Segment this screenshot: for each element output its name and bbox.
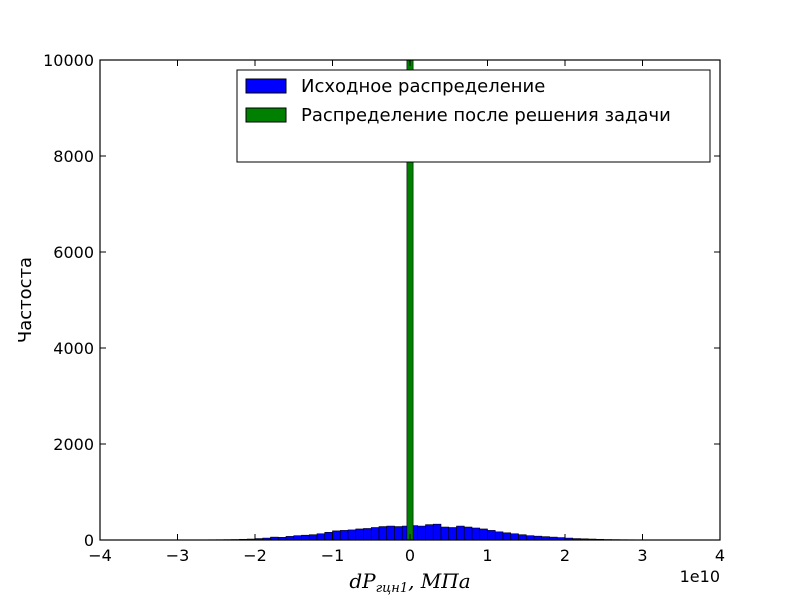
- legend-swatch-solved: [245, 107, 287, 123]
- series-0-bar-21: [370, 527, 380, 541]
- x-tick-label-2: −2: [243, 546, 267, 565]
- x-tick-label-7: 3: [637, 546, 647, 565]
- series-0-bar-35: [479, 528, 488, 541]
- series-0-bar-34: [471, 527, 481, 541]
- series-0-bar-41: [525, 535, 535, 541]
- ticks-layer: −4 −3 −2 −1 0 1 2 3 4 0 2000 4000 6000 8000 10000: [43, 51, 725, 565]
- series-0-bar-13: [308, 534, 318, 541]
- series-0-bar-30: [440, 526, 450, 541]
- legend-swatch-original: [245, 78, 287, 94]
- series-0-bar-37: [494, 531, 504, 541]
- y-tick-label-0: 0: [84, 531, 94, 550]
- series-0-bar-24: [394, 526, 403, 541]
- series-0-bar-17: [339, 530, 349, 541]
- series-0-bar-31: [448, 527, 457, 541]
- x-tick-label-0: −4: [88, 546, 112, 565]
- x-tick-label-6: 2: [560, 546, 570, 565]
- series-0-bar-33: [463, 526, 473, 541]
- series-0-bar-39: [510, 533, 519, 541]
- series-0-bar-22: [378, 526, 388, 541]
- legend: Исходное распределение Распределение пос…: [236, 69, 711, 163]
- series-0-bar-32: [456, 525, 465, 541]
- x-tick-label-8: 4: [715, 546, 725, 565]
- series-0-bar-29: [432, 523, 442, 541]
- series-0-bar-38: [502, 532, 512, 541]
- series-0-bar-14: [316, 533, 326, 541]
- y-tick-label-5: 10000: [43, 51, 94, 70]
- series-0-bar-11: [293, 535, 302, 541]
- y-tick-label-3: 6000: [53, 243, 94, 262]
- x-tick-label-3: −1: [321, 546, 345, 565]
- series-0-bar-23: [386, 525, 395, 541]
- series-0-bar-40: [518, 534, 527, 541]
- x-axis-label: dPгцн1, МПа: [349, 569, 470, 596]
- x-axis-label-sub: гцн1: [376, 581, 408, 596]
- series-0-bar-15: [324, 532, 333, 541]
- x-tick-label-1: −3: [166, 546, 190, 565]
- x-offset-text: 1e10: [680, 567, 720, 586]
- legend-label-solved: Распределение после решения задачи: [301, 105, 671, 126]
- legend-label-original: Исходное распределение: [301, 76, 545, 97]
- series-0-bar-27: [417, 525, 426, 541]
- x-axis-label-unit: , МПа: [408, 569, 471, 593]
- series-0-bar-28: [425, 524, 434, 541]
- series-0-bar-20: [363, 528, 372, 541]
- series-0-bar-12: [301, 534, 310, 541]
- series-0-bar-36: [487, 530, 496, 541]
- series-0-bar-19: [355, 528, 364, 541]
- x-tick-label-4: 0: [405, 546, 415, 565]
- y-tick-label-2: 4000: [53, 339, 94, 358]
- series-0-bar-16: [332, 530, 341, 541]
- x-tick-label-5: 1: [482, 546, 492, 565]
- y-tick-label-1: 2000: [53, 435, 94, 454]
- x-axis-label-main: dP: [349, 569, 376, 593]
- y-axis-label: Частоста: [15, 257, 36, 343]
- y-tick-label-4: 8000: [53, 147, 94, 166]
- legend-box: [236, 69, 711, 163]
- series-0-bar-18: [347, 529, 357, 541]
